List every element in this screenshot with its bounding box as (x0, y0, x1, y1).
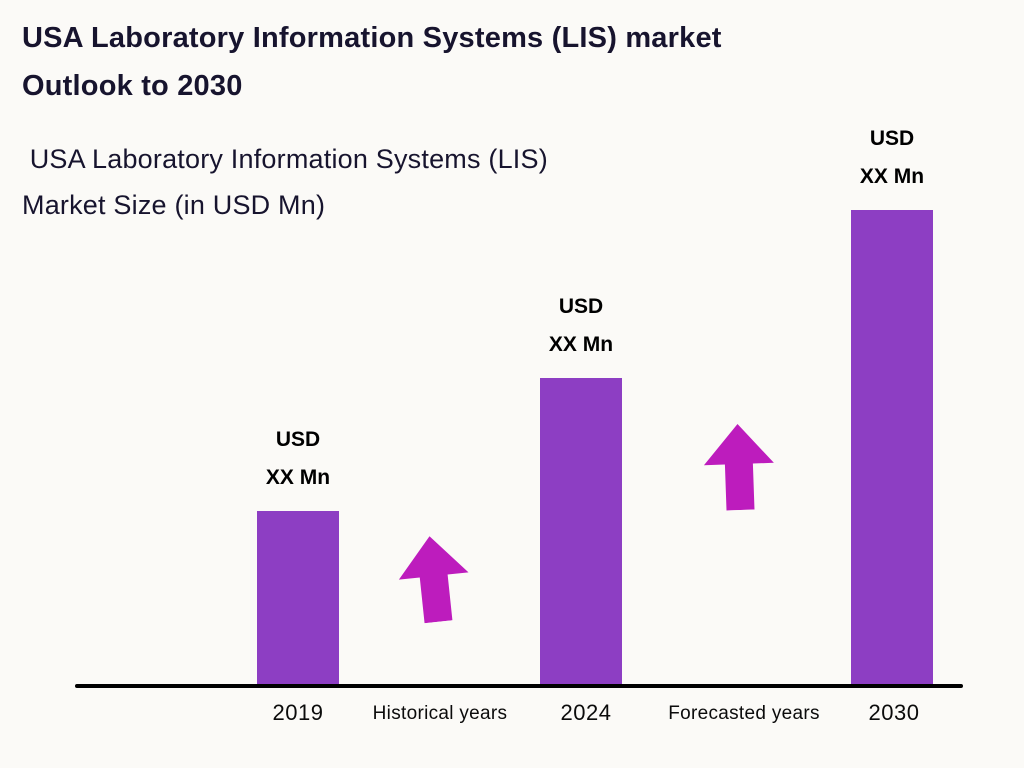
x-label-2019: 2019 (272, 700, 324, 725)
bar-value-line-1: USD (275, 428, 321, 451)
bar-value-line-2: XX Mn (859, 165, 925, 188)
up-arrow-icon-forecasted (702, 423, 777, 511)
x-axis-line (75, 684, 963, 688)
page-title: USA Laboratory Information Systems (LIS)… (22, 14, 952, 110)
x-label-2030: 2030 (868, 700, 920, 725)
bar-2024 (540, 378, 622, 684)
annotation-forecasted-years: Forecasted years (668, 703, 820, 724)
page-title-line-2: Outlook to 2030 (22, 70, 243, 102)
bar-value-label-2019: USD XX Mn (266, 421, 330, 497)
bar-value-label-2030: USD XX Mn (860, 120, 924, 196)
bar-value-line-1: USD (558, 295, 604, 318)
bar-2019 (257, 511, 339, 684)
bar-group-2019: USD XX Mn (216, 421, 380, 684)
x-label-2024: 2024 (560, 700, 612, 725)
bar-value-line-2: XX Mn (265, 466, 331, 489)
bar-value-line-1: USD (869, 127, 915, 150)
bar-group-2024: USD XX Mn (499, 288, 663, 684)
chart-subtitle-line-2: Market Size (in USD Mn) (22, 190, 326, 220)
bar-2030 (851, 210, 933, 684)
chart-subtitle: USA Laboratory Information Systems (LIS)… (22, 136, 782, 228)
bar-group-2030: USD XX Mn (810, 120, 974, 684)
chart-subtitle-line-1: USA Laboratory Information Systems (LIS) (22, 144, 548, 174)
annotation-historical-years: Historical years (372, 703, 508, 724)
bar-value-label-2024: USD XX Mn (549, 288, 613, 364)
page-title-line-1: USA Laboratory Information Systems (LIS)… (22, 22, 722, 54)
bar-value-line-2: XX Mn (548, 333, 614, 356)
up-arrow-icon-historical (394, 532, 475, 625)
